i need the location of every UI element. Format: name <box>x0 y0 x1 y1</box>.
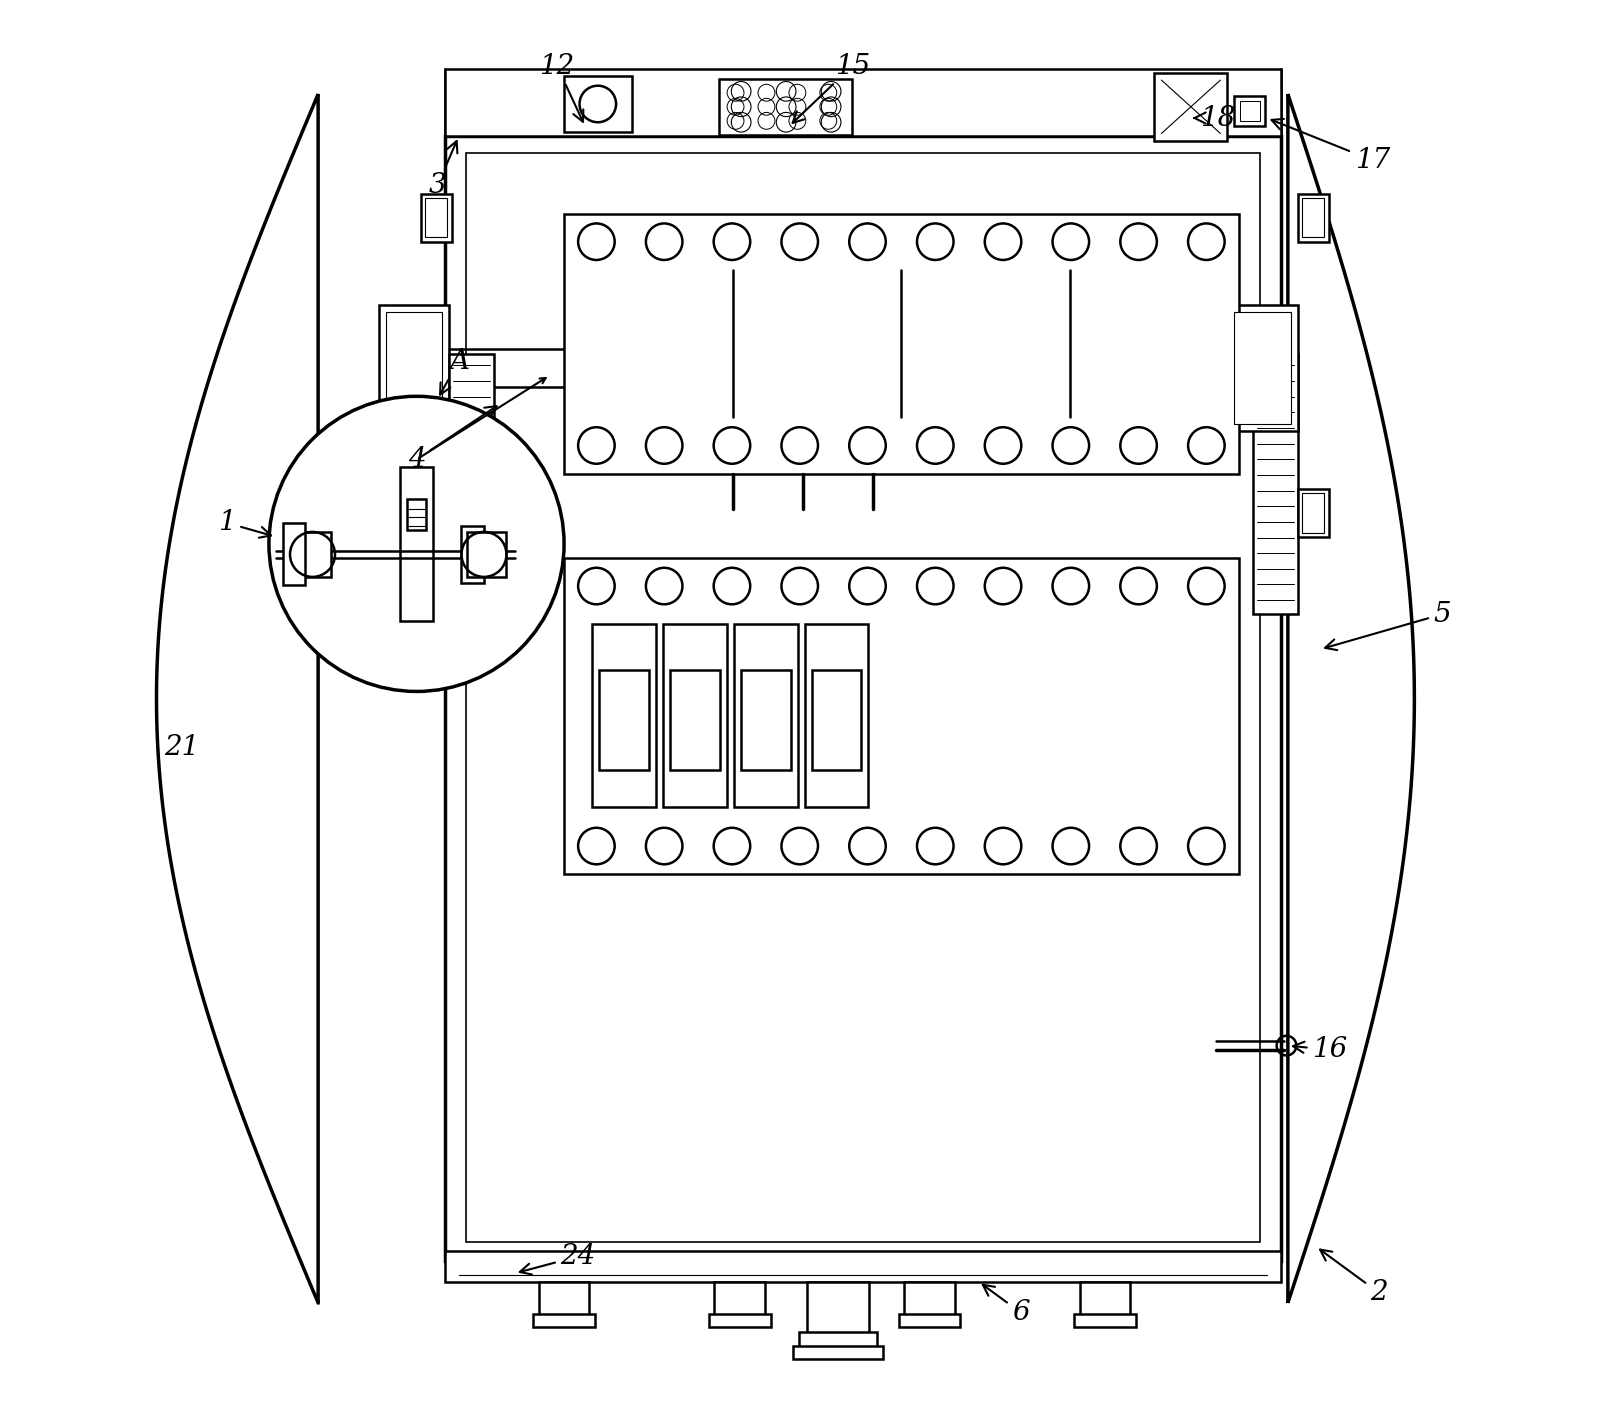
Text: 3: 3 <box>429 141 457 199</box>
Text: 6: 6 <box>982 1285 1029 1326</box>
Bar <box>425 494 448 532</box>
Bar <box>379 305 448 432</box>
Bar <box>291 532 331 577</box>
Text: 12: 12 <box>539 52 583 121</box>
Text: 16: 16 <box>1292 1036 1347 1064</box>
Bar <box>533 1314 594 1326</box>
Text: 4: 4 <box>408 406 496 473</box>
Bar <box>1302 198 1324 237</box>
Text: 5: 5 <box>1324 601 1451 650</box>
Bar <box>425 198 448 237</box>
Bar <box>1297 193 1327 241</box>
Bar <box>708 1314 770 1326</box>
Text: 21: 21 <box>164 734 199 761</box>
Bar <box>406 499 425 529</box>
Bar <box>467 532 506 577</box>
Bar <box>445 69 1281 137</box>
Text: A: A <box>440 347 469 395</box>
Bar <box>663 624 727 807</box>
Bar <box>385 312 441 425</box>
Bar <box>465 154 1258 1242</box>
Bar <box>793 1346 883 1359</box>
Bar <box>400 467 433 621</box>
Bar <box>740 670 790 770</box>
Text: 15: 15 <box>793 52 870 123</box>
Bar <box>563 213 1237 474</box>
Bar <box>421 490 451 536</box>
Bar <box>1079 1281 1130 1316</box>
Bar <box>445 1250 1281 1281</box>
Bar <box>282 523 305 586</box>
Bar <box>1226 305 1297 432</box>
Bar <box>599 670 648 770</box>
Bar <box>714 1281 764 1316</box>
Bar <box>445 137 1281 1260</box>
Bar <box>461 526 483 583</box>
Bar <box>798 1332 876 1349</box>
Bar <box>563 76 631 133</box>
Bar <box>1302 494 1324 532</box>
Bar <box>1297 490 1327 536</box>
Bar <box>733 624 798 807</box>
Bar <box>563 557 1237 875</box>
Bar <box>904 1281 955 1316</box>
Polygon shape <box>1287 95 1414 1302</box>
Bar <box>421 193 451 241</box>
Bar <box>899 1314 960 1326</box>
Text: 2: 2 <box>1319 1250 1387 1307</box>
Bar <box>1252 354 1297 614</box>
Bar <box>592 624 655 807</box>
Text: 1: 1 <box>218 509 271 538</box>
Bar <box>717 79 852 135</box>
Bar <box>669 670 719 770</box>
Text: 24: 24 <box>520 1243 595 1274</box>
Bar <box>804 624 868 807</box>
Bar <box>811 670 860 770</box>
Bar <box>807 1281 868 1335</box>
Bar <box>448 354 493 614</box>
Bar <box>1234 312 1290 425</box>
Polygon shape <box>156 95 318 1302</box>
Bar <box>538 1281 589 1316</box>
Bar <box>1234 96 1265 127</box>
Bar <box>1239 102 1258 121</box>
Bar <box>1074 1314 1135 1326</box>
Text: 18: 18 <box>1193 104 1234 131</box>
Text: 17: 17 <box>1271 119 1388 174</box>
Bar <box>1154 73 1226 141</box>
Circle shape <box>268 396 563 691</box>
